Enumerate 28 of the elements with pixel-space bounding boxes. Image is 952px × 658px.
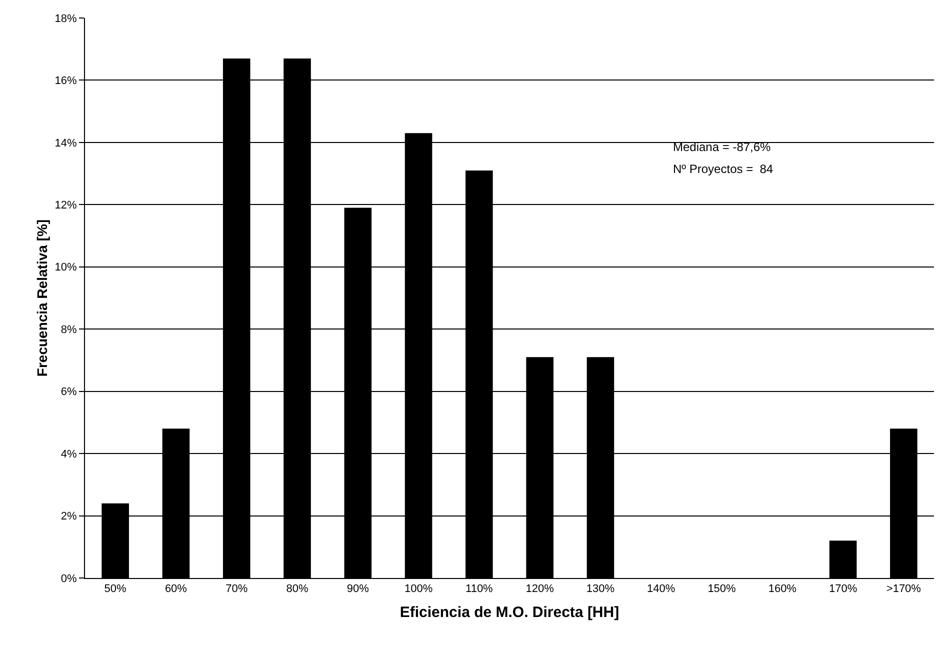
y-tick-label: 2% [60,510,78,523]
y-tick-label: 10% [54,262,78,274]
x-tick-label: >170% [886,583,922,596]
y-tick-label: 6% [60,386,78,398]
y-tick-label: 14% [54,137,78,150]
x-tick-label: 130% [586,583,615,596]
x-tick-label: 160% [768,583,797,596]
x-tick-label: 100% [404,583,433,596]
annotation: Mediana = -87,6% [673,140,772,154]
x-tick-label: 120% [526,583,554,596]
annotation: Nº Proyectos = 84 [673,162,774,176]
y-axis-title: Frecuencia Relativa [%] [34,219,50,377]
x-tick-label: 70% [226,583,248,596]
y-tick-label: 18% [54,12,78,25]
x-tick-label: 110% [466,583,494,596]
x-tick-label: 170% [828,583,858,596]
y-tick-label: 12% [54,200,78,212]
x-axis-title: Eficiencia de M.O. Directa [HH] [400,604,620,622]
x-tick-label: 150% [708,583,736,596]
x-tick-label: 90% [346,583,370,596]
x-tick-label: 80% [286,583,308,596]
x-tick-label: 50% [104,583,127,596]
x-tick-label: 140% [647,583,676,596]
y-tick-label: 8% [60,324,78,336]
x-tick-label: 60% [164,583,188,596]
y-tick-label: 16% [54,75,78,88]
y-tick-label: 0% [60,572,78,585]
y-tick-label: 4% [60,448,78,460]
